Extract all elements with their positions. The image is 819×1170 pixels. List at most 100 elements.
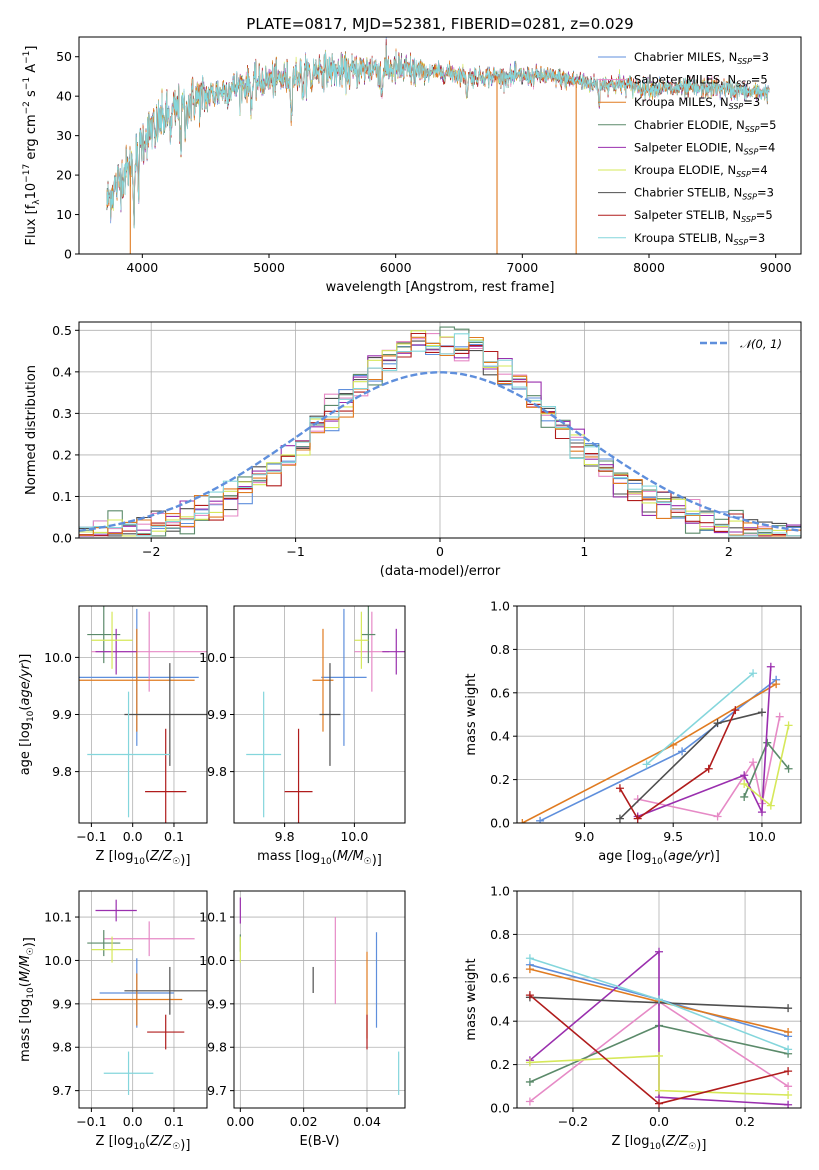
plus-marker bbox=[655, 995, 663, 1004]
y-tick-label: 10.0 bbox=[199, 953, 227, 968]
y-tick-label: 0.4 bbox=[490, 1014, 510, 1029]
plus-marker bbox=[784, 1045, 793, 1054]
error-point-kroupa-elodie bbox=[354, 611, 369, 669]
error-point-chabrier-miles bbox=[321, 608, 367, 746]
plot-area-mass_weight_vs_Z bbox=[525, 947, 793, 1108]
y-tick-label: 0.6 bbox=[490, 970, 510, 985]
legend-entry: Salpeter MILES, NSSP=5 bbox=[634, 73, 768, 89]
y-axis-label: Normed distribution bbox=[24, 365, 39, 495]
x-tick-label: 0.0 bbox=[123, 1114, 143, 1129]
weight-series-kroupa-elodie bbox=[525, 1051, 793, 1099]
axes-age_vs_Z: −0.1 0.0 0.1 9.8 9.9 10.0 Z [log10(Z/Z☉)] age [… bbox=[18, 605, 208, 868]
y-tick-label: 9.8 bbox=[207, 1040, 227, 1055]
error-point-chabrier-stelib bbox=[124, 663, 207, 766]
x-axis-label: Z [log10(Z/Z☉)] bbox=[612, 1134, 707, 1153]
plot-area-mass_weight_vs_age bbox=[518, 662, 793, 823]
plus-marker bbox=[525, 965, 534, 974]
x-tick-label: −0.1 bbox=[76, 1114, 106, 1129]
figure-title: PLATE=0817, MJD=52381, FIBERID=0281, z=0… bbox=[246, 15, 633, 33]
legend-entry: Salpeter ELODIE, NSSP=4 bbox=[634, 140, 775, 156]
plus-marker bbox=[784, 1100, 793, 1108]
axes-spectrum: 4000 5000 6000 7000 8000 9000 0 10 20 30 40 50 wavel… bbox=[22, 36, 802, 295]
x-tick-label: 0.00 bbox=[226, 1114, 254, 1129]
error-point-salpeter-elodie bbox=[382, 628, 405, 675]
y-tick-label: 0.5 bbox=[52, 323, 72, 338]
x-axis-label: Z [log10(Z/Z☉)] bbox=[96, 849, 191, 868]
y-tick-label: 30 bbox=[56, 128, 72, 143]
histogram-kroupa-stelib bbox=[79, 333, 801, 537]
weight-series-kroupa-stelib bbox=[642, 669, 758, 769]
plus-marker bbox=[784, 764, 793, 773]
axes-mass_vs_Z: −0.1 0.0 0.1 9.7 9.8 9.9 10.0 10.1 Z [log10(Z/Z☉… bbox=[18, 890, 208, 1153]
x-tick-label: −0.1 bbox=[76, 829, 106, 844]
plot-area-age_vs_mass bbox=[246, 606, 405, 823]
legend-entry: Salpeter STELIB, NSSP=5 bbox=[634, 208, 773, 224]
x-tick-label: 9000 bbox=[760, 260, 792, 275]
axes-frame bbox=[516, 605, 802, 824]
y-tick-label: 0 bbox=[64, 247, 72, 262]
plot-area-residuals bbox=[79, 326, 801, 537]
plus-marker bbox=[763, 738, 772, 747]
plus-marker bbox=[615, 814, 624, 823]
y-tick-label: 10.0 bbox=[44, 953, 72, 968]
plus-marker bbox=[704, 764, 713, 773]
y-tick-label: 0.2 bbox=[490, 1057, 510, 1072]
x-tick-label: −0.2 bbox=[558, 1114, 588, 1129]
weight-series-salpeter-miles bbox=[633, 712, 784, 821]
axes-residuals: −2 −1 0 1 2 0.0 0.1 0.2 0.3 0.4 0.5 𝒩(0, 1) (data-mo… bbox=[24, 321, 802, 579]
x-axis-label: mass [log10(M/M☉)] bbox=[257, 849, 382, 868]
plus-marker bbox=[633, 814, 642, 823]
y-tick-label: 9.8 bbox=[52, 1040, 72, 1055]
weight-series-salpeter-stelib bbox=[615, 706, 740, 823]
y-tick-label: 9.9 bbox=[52, 707, 72, 722]
y-tick-label: 9.7 bbox=[207, 1083, 227, 1098]
x-axis-label: age [log10(age/yr)] bbox=[598, 849, 720, 867]
x-tick-label: 9.8 bbox=[275, 829, 295, 844]
x-axis-label: E(B-V) bbox=[299, 1134, 339, 1149]
error-point-chabrier-stelib bbox=[124, 966, 207, 1015]
error-point-kroupa-stelib bbox=[87, 691, 170, 818]
error-point-kroupa-elodie bbox=[91, 936, 133, 963]
x-tick-label: 1 bbox=[580, 544, 588, 559]
plus-marker bbox=[740, 792, 749, 801]
x-axis-label: wavelength [Angstrom, rest frame] bbox=[326, 280, 555, 295]
error-point-kroupa-stelib bbox=[103, 1051, 154, 1095]
plus-marker bbox=[525, 991, 534, 1000]
x-tick-label: 0.0 bbox=[123, 829, 143, 844]
error-point-salpeter-miles bbox=[103, 921, 195, 957]
legend-entry: Chabrier MILES, NSSP=3 bbox=[634, 50, 769, 66]
error-point-kroupa-elodie bbox=[91, 611, 133, 669]
plus-marker bbox=[615, 784, 624, 793]
x-tick-label: 4000 bbox=[126, 260, 158, 275]
plus-marker bbox=[525, 1097, 534, 1106]
legend-entry: Kroupa MILES, NSSP=3 bbox=[634, 95, 760, 111]
axes-age_vs_mass: 9.8 10.0 9.8 9.9 10.0 mass [log10(M/M☉)] bbox=[199, 605, 406, 868]
error-point-chabrier-elodie bbox=[87, 930, 121, 957]
x-tick-label: 10.0 bbox=[748, 829, 776, 844]
axes-mass_weight_vs_Z: −0.2 0.0 0.2 0.0 0.2 0.4 0.6 0.8 1.0 Z [log10(Z/Z… bbox=[464, 884, 802, 1153]
axes-frame bbox=[233, 890, 406, 1109]
error-point-salpeter-stelib bbox=[147, 1014, 185, 1050]
y-axis-label: mass weight bbox=[464, 673, 479, 755]
plus-marker bbox=[713, 719, 722, 728]
x-axis-label: (data-model)/error bbox=[380, 564, 501, 579]
spectrum-line-kroupa-stelib bbox=[106, 45, 770, 229]
plot-area-mass_vs_ebv bbox=[239, 897, 400, 1095]
plus-marker bbox=[655, 947, 663, 956]
y-tick-label: 9.8 bbox=[207, 764, 227, 779]
x-tick-label: 9.0 bbox=[575, 829, 595, 844]
plus-marker bbox=[655, 1086, 663, 1095]
y-tick-label: 10.0 bbox=[44, 650, 72, 665]
x-tick-label: 8000 bbox=[633, 260, 665, 275]
x-tick-label: 7000 bbox=[506, 260, 538, 275]
y-tick-label: 0.6 bbox=[490, 685, 510, 700]
x-tick-label: −2 bbox=[142, 544, 160, 559]
plus-marker bbox=[536, 816, 545, 823]
y-axis-label: Flux [fλ10−17 erg cm−2 s−1 A−1] bbox=[22, 46, 42, 246]
y-tick-label: 9.7 bbox=[52, 1083, 72, 1098]
error-point-salpeter-stelib bbox=[284, 728, 313, 823]
y-tick-label: 10.1 bbox=[199, 910, 227, 925]
normal-reference-curve bbox=[79, 371, 801, 532]
plot-area-age_vs_Z bbox=[79, 606, 207, 823]
